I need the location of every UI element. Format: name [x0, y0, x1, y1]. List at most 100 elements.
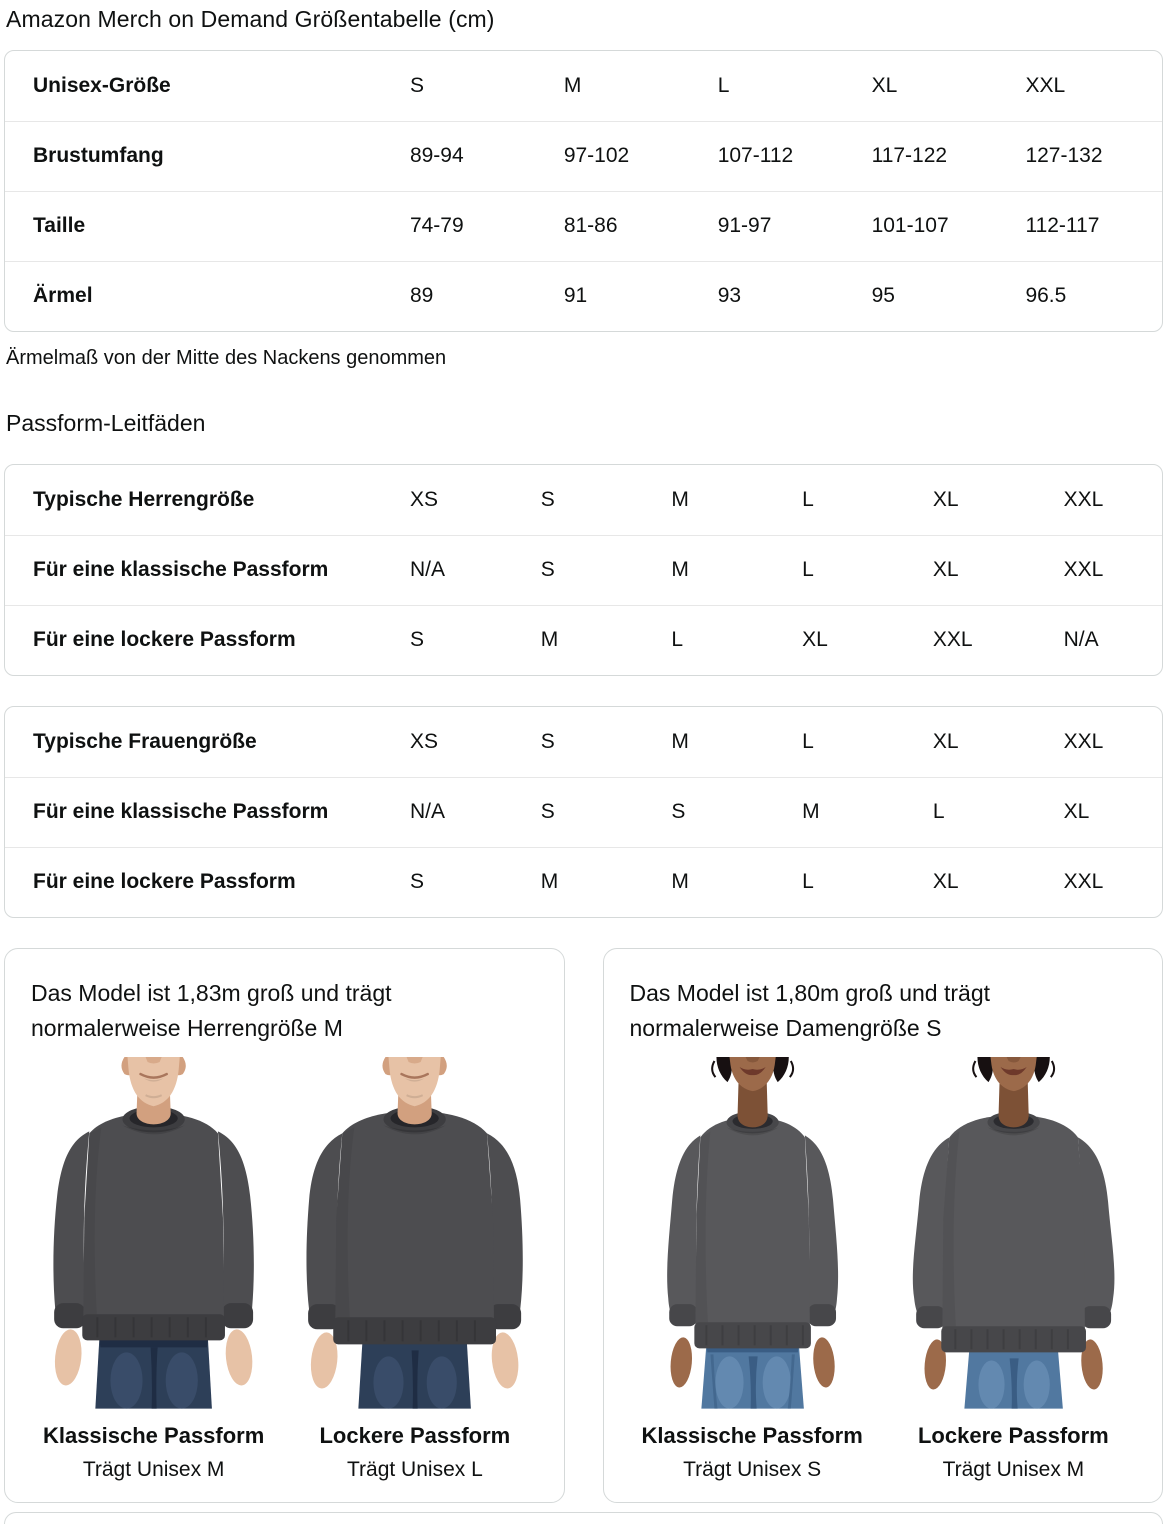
fit-name: Klassische Passform: [641, 1422, 863, 1448]
size-cell: S: [409, 73, 424, 97]
table-row: Typische Herrengröße XS S M L XL XXL: [5, 465, 1162, 535]
fit-label-block: Lockere Passform Trägt Unisex M: [883, 1423, 1144, 1482]
size-cell: 89-94: [409, 144, 464, 167]
size-cell: L: [717, 73, 730, 97]
row-label: Unisex-Größe: [33, 73, 171, 97]
size-cell: S: [540, 729, 555, 753]
size-cell: L: [671, 628, 684, 652]
size-cell: XXL: [1063, 729, 1104, 753]
size-cell: S: [409, 628, 424, 652]
size-cell: M: [563, 73, 582, 97]
next-section-top-edge: [4, 1511, 1163, 1524]
size-cell: XXL: [1063, 487, 1104, 511]
size-cell: XL: [932, 729, 959, 753]
size-cell: 91-97: [717, 214, 772, 237]
size-cell: N/A: [1063, 628, 1099, 652]
size-cell: XXL: [932, 628, 973, 652]
size-cell: 117-122: [871, 144, 948, 167]
page-title: Amazon Merch on Demand Größentabelle (cm…: [6, 6, 495, 32]
model-photo-men-classic: [53, 1057, 254, 1409]
model-description: Das Model ist 1,80m groß und trägt norma…: [629, 980, 991, 1041]
fit-label-block: Klassische Passform Trägt Unisex S: [622, 1423, 883, 1482]
table-row: Ärmel 89 91 93 95 96.5: [5, 261, 1162, 331]
fit-size: Trägt Unisex M: [942, 1457, 1085, 1481]
model-photos: [23, 1057, 546, 1409]
size-cell: XL: [932, 558, 959, 581]
model-cards-row: Das Model ist 1,83m groß und trägt norma…: [4, 948, 1163, 1503]
fit-name: Klassische Passform: [42, 1422, 265, 1448]
table-row: Taille 74-79 81-86 91-97 101-107 112-117: [5, 191, 1162, 261]
row-label: Für eine klassische Passform: [33, 558, 329, 581]
size-cell: M: [671, 487, 689, 511]
table-row: Für eine lockere Passform S M M L XL XXL: [5, 847, 1162, 917]
size-cell: 97-102: [563, 144, 630, 167]
model-card-women: Das Model ist 1,80m groß und trägt norma…: [602, 948, 1163, 1503]
jeans: [95, 1338, 212, 1409]
size-cell: XXL: [1063, 558, 1104, 581]
size-cell: N/A: [409, 800, 445, 823]
size-cell: 127-132: [1025, 144, 1103, 167]
fit-name: Lockere Passform: [917, 1422, 1109, 1448]
size-cell: L: [802, 558, 814, 581]
size-cell: M: [671, 729, 689, 753]
size-cell: S: [540, 800, 555, 823]
fit-label-block: Klassische Passform Trägt Unisex M: [23, 1423, 284, 1482]
size-cell: 112-117: [1025, 214, 1100, 237]
table-row: Typische Frauengröße XS S M L XL XXL: [5, 707, 1162, 777]
jeans: [358, 1342, 472, 1409]
model-photo-men-loose: [306, 1057, 524, 1409]
fit-size: Trägt Unisex M: [82, 1457, 225, 1481]
table-row: Für eine klassische Passform N/A S M L X…: [5, 535, 1162, 605]
fit-labels-row: Klassische Passform Trägt Unisex M Locke…: [23, 1423, 546, 1482]
size-cell: S: [540, 558, 555, 581]
size-cell: M: [802, 800, 820, 823]
size-cell: XL: [932, 487, 959, 511]
model-card-men: Das Model ist 1,83m groß und trägt norma…: [4, 948, 565, 1503]
jeans: [964, 1348, 1063, 1409]
size-cell: 95: [871, 284, 895, 308]
fit-labels-row: Klassische Passform Trägt Unisex S Locke…: [622, 1423, 1145, 1482]
unisex-size-table: Unisex-Größe S M L XL XXL Brustumfang 89…: [4, 50, 1163, 332]
model-photo-women-loose: [912, 1057, 1115, 1409]
fit-size: Trägt Unisex L: [346, 1457, 483, 1481]
size-cell: XS: [409, 729, 438, 753]
row-label: Typische Herrengröße: [33, 487, 255, 511]
table-row: Für eine klassische Passform N/A S S M L…: [5, 777, 1162, 847]
row-label: Brustumfang: [33, 144, 164, 167]
jeans: [700, 1344, 804, 1409]
sleeve-measure-note: Ärmelmaß von der Mitte des Nackens genom…: [6, 347, 447, 369]
table-row: Unisex-Größe S M L XL XXL: [5, 51, 1162, 121]
size-cell: M: [671, 870, 689, 894]
fit-guides-heading: Passform-Leitfäden: [6, 410, 206, 436]
size-cell: M: [540, 870, 559, 894]
table-row: Für eine lockere Passform S M L XL XXL N…: [5, 605, 1162, 675]
size-cell: XL: [802, 628, 828, 652]
size-cell: 96.5: [1025, 284, 1067, 308]
size-cell: XS: [409, 487, 438, 511]
model-photo-women-classic: [666, 1057, 838, 1409]
row-label: Ärmel: [33, 284, 93, 308]
size-cell: XL: [871, 73, 898, 97]
size-cell: 89: [409, 284, 434, 308]
size-cell: 74-79: [409, 214, 464, 237]
size-cell: M: [540, 628, 559, 652]
row-label: Für eine lockere Passform: [33, 870, 296, 894]
womens-fit-table: Typische Frauengröße XS S M L XL XXL Für…: [4, 706, 1163, 918]
row-label: Taille: [33, 214, 86, 237]
table-row: Brustumfang 89-94 97-102 107-112 117-122…: [5, 121, 1162, 191]
fit-name: Lockere Passform: [319, 1422, 511, 1448]
row-label: Für eine klassische Passform: [33, 800, 329, 823]
size-cell: XL: [932, 870, 959, 894]
size-cell: 101-107: [871, 214, 949, 237]
row-label: Für eine lockere Passform: [33, 628, 296, 652]
size-cell: L: [802, 870, 814, 894]
size-cell: L: [932, 800, 945, 823]
fit-size: Trägt Unisex S: [683, 1457, 822, 1481]
model-photos: [622, 1057, 1145, 1409]
size-cell: S: [540, 487, 555, 511]
size-cell: 81-86: [563, 214, 618, 237]
size-cell: L: [802, 729, 814, 753]
size-cell: XXL: [1063, 870, 1104, 894]
size-cell: 107-112: [717, 144, 794, 167]
